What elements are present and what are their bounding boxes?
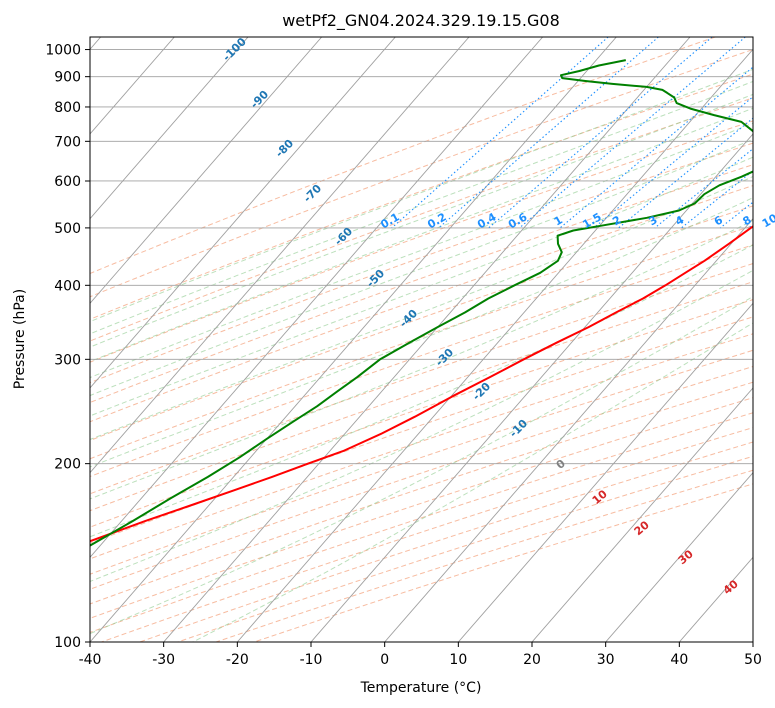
moist-adiabat-line	[90, 295, 753, 635]
x-tick-label: 30	[597, 652, 615, 668]
mixing-ratio-line	[654, 148, 753, 229]
temperature-profile-line	[90, 225, 753, 543]
x-tick-label: 0	[380, 652, 389, 668]
background-grid	[90, 37, 775, 642]
x-tick-label: 10	[449, 652, 467, 668]
dry-adiabat-line	[90, 185, 753, 423]
x-tick-label: -20	[226, 652, 249, 668]
mixing-ratio-line	[488, 37, 713, 229]
y-tick-label: 100	[54, 635, 81, 651]
moist-adiabat-line	[90, 197, 753, 468]
plot-area	[90, 37, 753, 642]
isotherm-line	[531, 387, 753, 642]
dry-adiabat-line	[90, 49, 753, 298]
mixing-ratio-line	[559, 66, 753, 229]
isotherm-line	[752, 641, 753, 642]
moist-adiabat-line	[90, 156, 753, 417]
mixing-ratio-line	[772, 37, 775, 228]
y-tick-label: 600	[54, 174, 81, 190]
dewpoint-profile-line	[90, 59, 753, 547]
isotherm-line	[163, 37, 691, 642]
dry-adiabat-line	[90, 142, 753, 384]
x-tick-label: -30	[152, 652, 175, 668]
x-tick-label: -40	[79, 652, 102, 668]
x-axis-label: Temperature (°C)	[360, 680, 482, 696]
isotherm-line	[457, 302, 753, 642]
isotherm-line	[90, 37, 470, 474]
isotherm-line	[384, 217, 753, 642]
x-tick-label: 40	[670, 652, 688, 668]
mixing-ratio-line	[391, 37, 609, 229]
y-tick-label: 1000	[45, 43, 81, 59]
dry-adiabat-line	[90, 205, 753, 442]
mixing-ratio-line	[519, 37, 746, 229]
mixing-ratio-line	[438, 37, 659, 229]
plot-background	[90, 37, 753, 642]
isotherm-line	[90, 37, 396, 389]
dry-adiabat-line	[90, 381, 753, 605]
chart-title: wetPf2_GN04.2024.329.19.15.G08	[282, 11, 560, 31]
moist-adiabat-line	[90, 68, 753, 323]
dry-adiabat-line	[90, 397, 753, 619]
y-tick-label: 700	[54, 134, 81, 150]
y-tick-label: 500	[54, 221, 81, 237]
plot-frame	[89, 36, 754, 643]
moist-adiabat-line	[90, 244, 753, 538]
moist-adiabat-line	[90, 138, 753, 397]
x-tick-label: -10	[300, 652, 323, 668]
x-tick-label: 50	[744, 652, 762, 668]
x-tick-label: 20	[523, 652, 541, 668]
isotherm-line	[90, 37, 544, 559]
series-group	[90, 59, 753, 547]
moist-adiabat-line	[90, 175, 753, 440]
y-tick-label: 400	[54, 278, 81, 294]
y-tick-label: 900	[54, 70, 81, 86]
y-tick-label: 300	[54, 352, 81, 368]
isotherm-line	[90, 37, 617, 642]
mixing-ratio-label: 10	[760, 211, 775, 230]
y-axis-label: Pressure (hPa)	[12, 289, 28, 389]
moist-adiabat-line	[90, 220, 753, 500]
x-axis-ticks: -40 -30 -20 -10 0 10 20 30 40 50	[79, 642, 762, 668]
moist-adiabat-line	[90, 269, 753, 583]
dry-adiabat-line	[90, 37, 716, 275]
y-tick-label: 800	[54, 100, 81, 116]
isotherm-line	[236, 48, 753, 642]
isotherm-line	[310, 133, 753, 642]
y-tick-label: 200	[54, 457, 81, 473]
isotherm-line	[90, 37, 249, 220]
moist-adiabat-line	[192, 322, 753, 642]
isotherm-line	[605, 471, 753, 642]
y-axis-ticks: 100 200 300 400 500 600 700 800 900 1000	[45, 43, 90, 651]
moist-adiabat-line	[90, 122, 753, 379]
isotherm-line	[90, 37, 323, 304]
